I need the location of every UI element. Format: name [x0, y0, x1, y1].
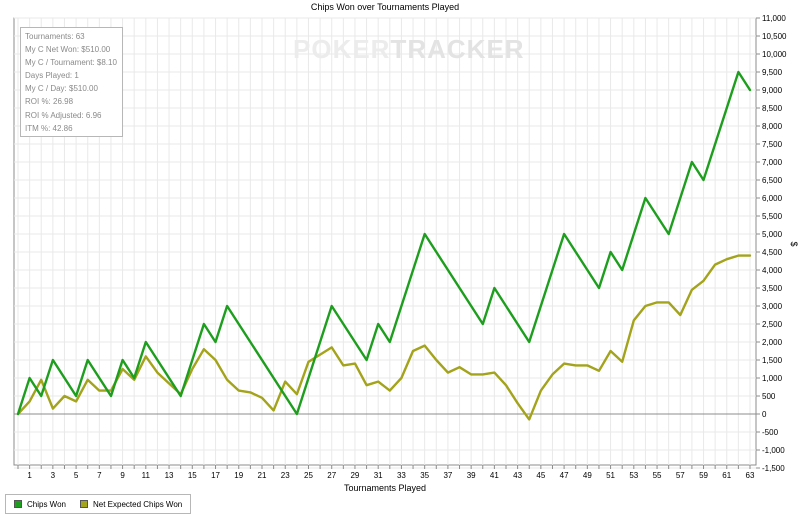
x-tick-label: 49: [583, 471, 592, 480]
x-tick-label: 63: [746, 471, 755, 480]
series-line-chips-won: [16, 70, 752, 416]
x-tick-label: 23: [281, 471, 290, 480]
y-tick-label: 1,000: [762, 374, 783, 383]
y-tick-label: 9,000: [762, 86, 783, 95]
stat-roi-adjusted: ROI % Adjusted: 6.96: [25, 110, 102, 120]
chart-title: Chips Won over Tournaments Played: [311, 2, 459, 12]
y-tick-label: 5,500: [762, 212, 783, 221]
x-tick-label: 1: [27, 471, 32, 480]
x-tick-label: 47: [560, 471, 569, 480]
series-line-net-expected: [16, 254, 752, 421]
stat-per-tournament: My C / Tournament: $8.10: [25, 58, 117, 68]
y-tick-label: 2,500: [762, 320, 783, 329]
x-tick-label: 27: [327, 471, 336, 480]
grid: [14, 17, 756, 469]
y-tick-label: 4,500: [762, 248, 783, 257]
y-axis-label: $: [789, 241, 799, 246]
x-tick-label: 5: [74, 471, 79, 480]
y-tick-label: -500: [762, 428, 779, 437]
y-tick-label: 6,000: [762, 194, 783, 203]
x-tick-label: 39: [467, 471, 476, 480]
x-tick-label: 55: [653, 471, 662, 480]
stat-itm: ITM %: 42.86: [25, 123, 73, 133]
legend-item-chips-won[interactable]: Chips Won: [14, 500, 66, 509]
y-tick-label: 0: [762, 410, 767, 419]
x-tick-label: 33: [397, 471, 406, 480]
x-tick-label: 41: [490, 471, 499, 480]
y-tick-label: 7,500: [762, 140, 783, 149]
x-tick-label: 9: [120, 471, 125, 480]
x-tick-label: 25: [304, 471, 313, 480]
stat-roi: ROI %: 26.98: [25, 97, 74, 107]
legend-swatch-chips-won: [14, 500, 22, 508]
x-tick-label: 37: [443, 471, 452, 480]
stat-tournaments: Tournaments: 63: [25, 32, 85, 41]
stat-per-day: My C / Day: $510.00: [25, 84, 98, 94]
stat-days-played: Days Played: 1: [25, 71, 79, 81]
x-tick-label: 45: [536, 471, 545, 480]
y-tick-label: 10,000: [762, 50, 787, 59]
legend-item-net-expected[interactable]: Net Expected Chips Won: [79, 499, 183, 509]
stat-net-won: My C Net Won: $510.00: [25, 45, 111, 55]
x-tick-label: 7: [97, 471, 102, 480]
legend-label-net-expected: Net Expected Chips Won: [92, 499, 183, 509]
x-axis-label: Tournaments Played: [344, 483, 426, 493]
y-tick-label: -1,000: [762, 446, 785, 455]
x-tick-label: 53: [629, 471, 638, 480]
y-tick-label: 4,000: [762, 266, 783, 275]
y-tick-label: 1,500: [762, 356, 783, 365]
legend-label-chips-won: Chips Won: [27, 499, 66, 509]
x-tick-label: 57: [676, 471, 685, 480]
x-tick-label: 29: [350, 471, 359, 480]
y-axis-ticks: -1,500 -1,000 -500 0 500 1,000 1,500 2,000 2,500…: [756, 14, 787, 473]
x-tick-label: 35: [420, 471, 429, 480]
y-tick-label: 7,000: [762, 158, 783, 167]
x-tick-label: 21: [258, 471, 267, 480]
x-tick-label: 61: [722, 471, 731, 480]
y-tick-label: 2,000: [762, 338, 783, 347]
x-tick-label: 31: [374, 471, 383, 480]
x-tick-label: 17: [211, 471, 220, 480]
y-tick-label: 3,500: [762, 284, 783, 293]
y-tick-label: 9,500: [762, 68, 783, 77]
x-tick-label: 11: [142, 471, 151, 480]
x-tick-label: 19: [234, 471, 243, 480]
x-tick-label: 15: [188, 471, 197, 480]
y-tick-label: 3,000: [762, 302, 783, 311]
stats-box: Tournaments: 63 My C Net Won: $510.00 My…: [20, 27, 123, 137]
y-tick-label: -1,500: [762, 464, 785, 473]
y-tick-label: 8,000: [762, 122, 783, 131]
x-tick-label: 43: [513, 471, 522, 480]
legend-swatch-net-expected: [79, 500, 88, 508]
x-tick-label: 3: [51, 471, 56, 480]
x-tick-label: 51: [606, 471, 615, 480]
y-tick-label: 10,500: [762, 32, 787, 41]
x-tick-label: 59: [699, 471, 708, 480]
y-tick-label: 6,500: [762, 176, 783, 185]
y-tick-label: 11,000: [762, 14, 786, 23]
y-tick-label: 500: [762, 392, 776, 401]
series-layer: [16, 70, 752, 421]
x-tick-label: 13: [165, 471, 174, 480]
plot-area: [13, 17, 757, 466]
pokertracker-watermark: POKERTRACKER: [293, 34, 525, 64]
x-axis-ticks: 1 3 5 7 9 11 13 15 17 19 21 23 25 27 29 31 33 35 37 39 41 43 4…: [17, 465, 755, 480]
y-tick-label: 5,000: [762, 230, 783, 239]
y-tick-label: 8,500: [762, 104, 783, 113]
legend: Chips Won Net Expected Chips Won: [5, 494, 192, 514]
